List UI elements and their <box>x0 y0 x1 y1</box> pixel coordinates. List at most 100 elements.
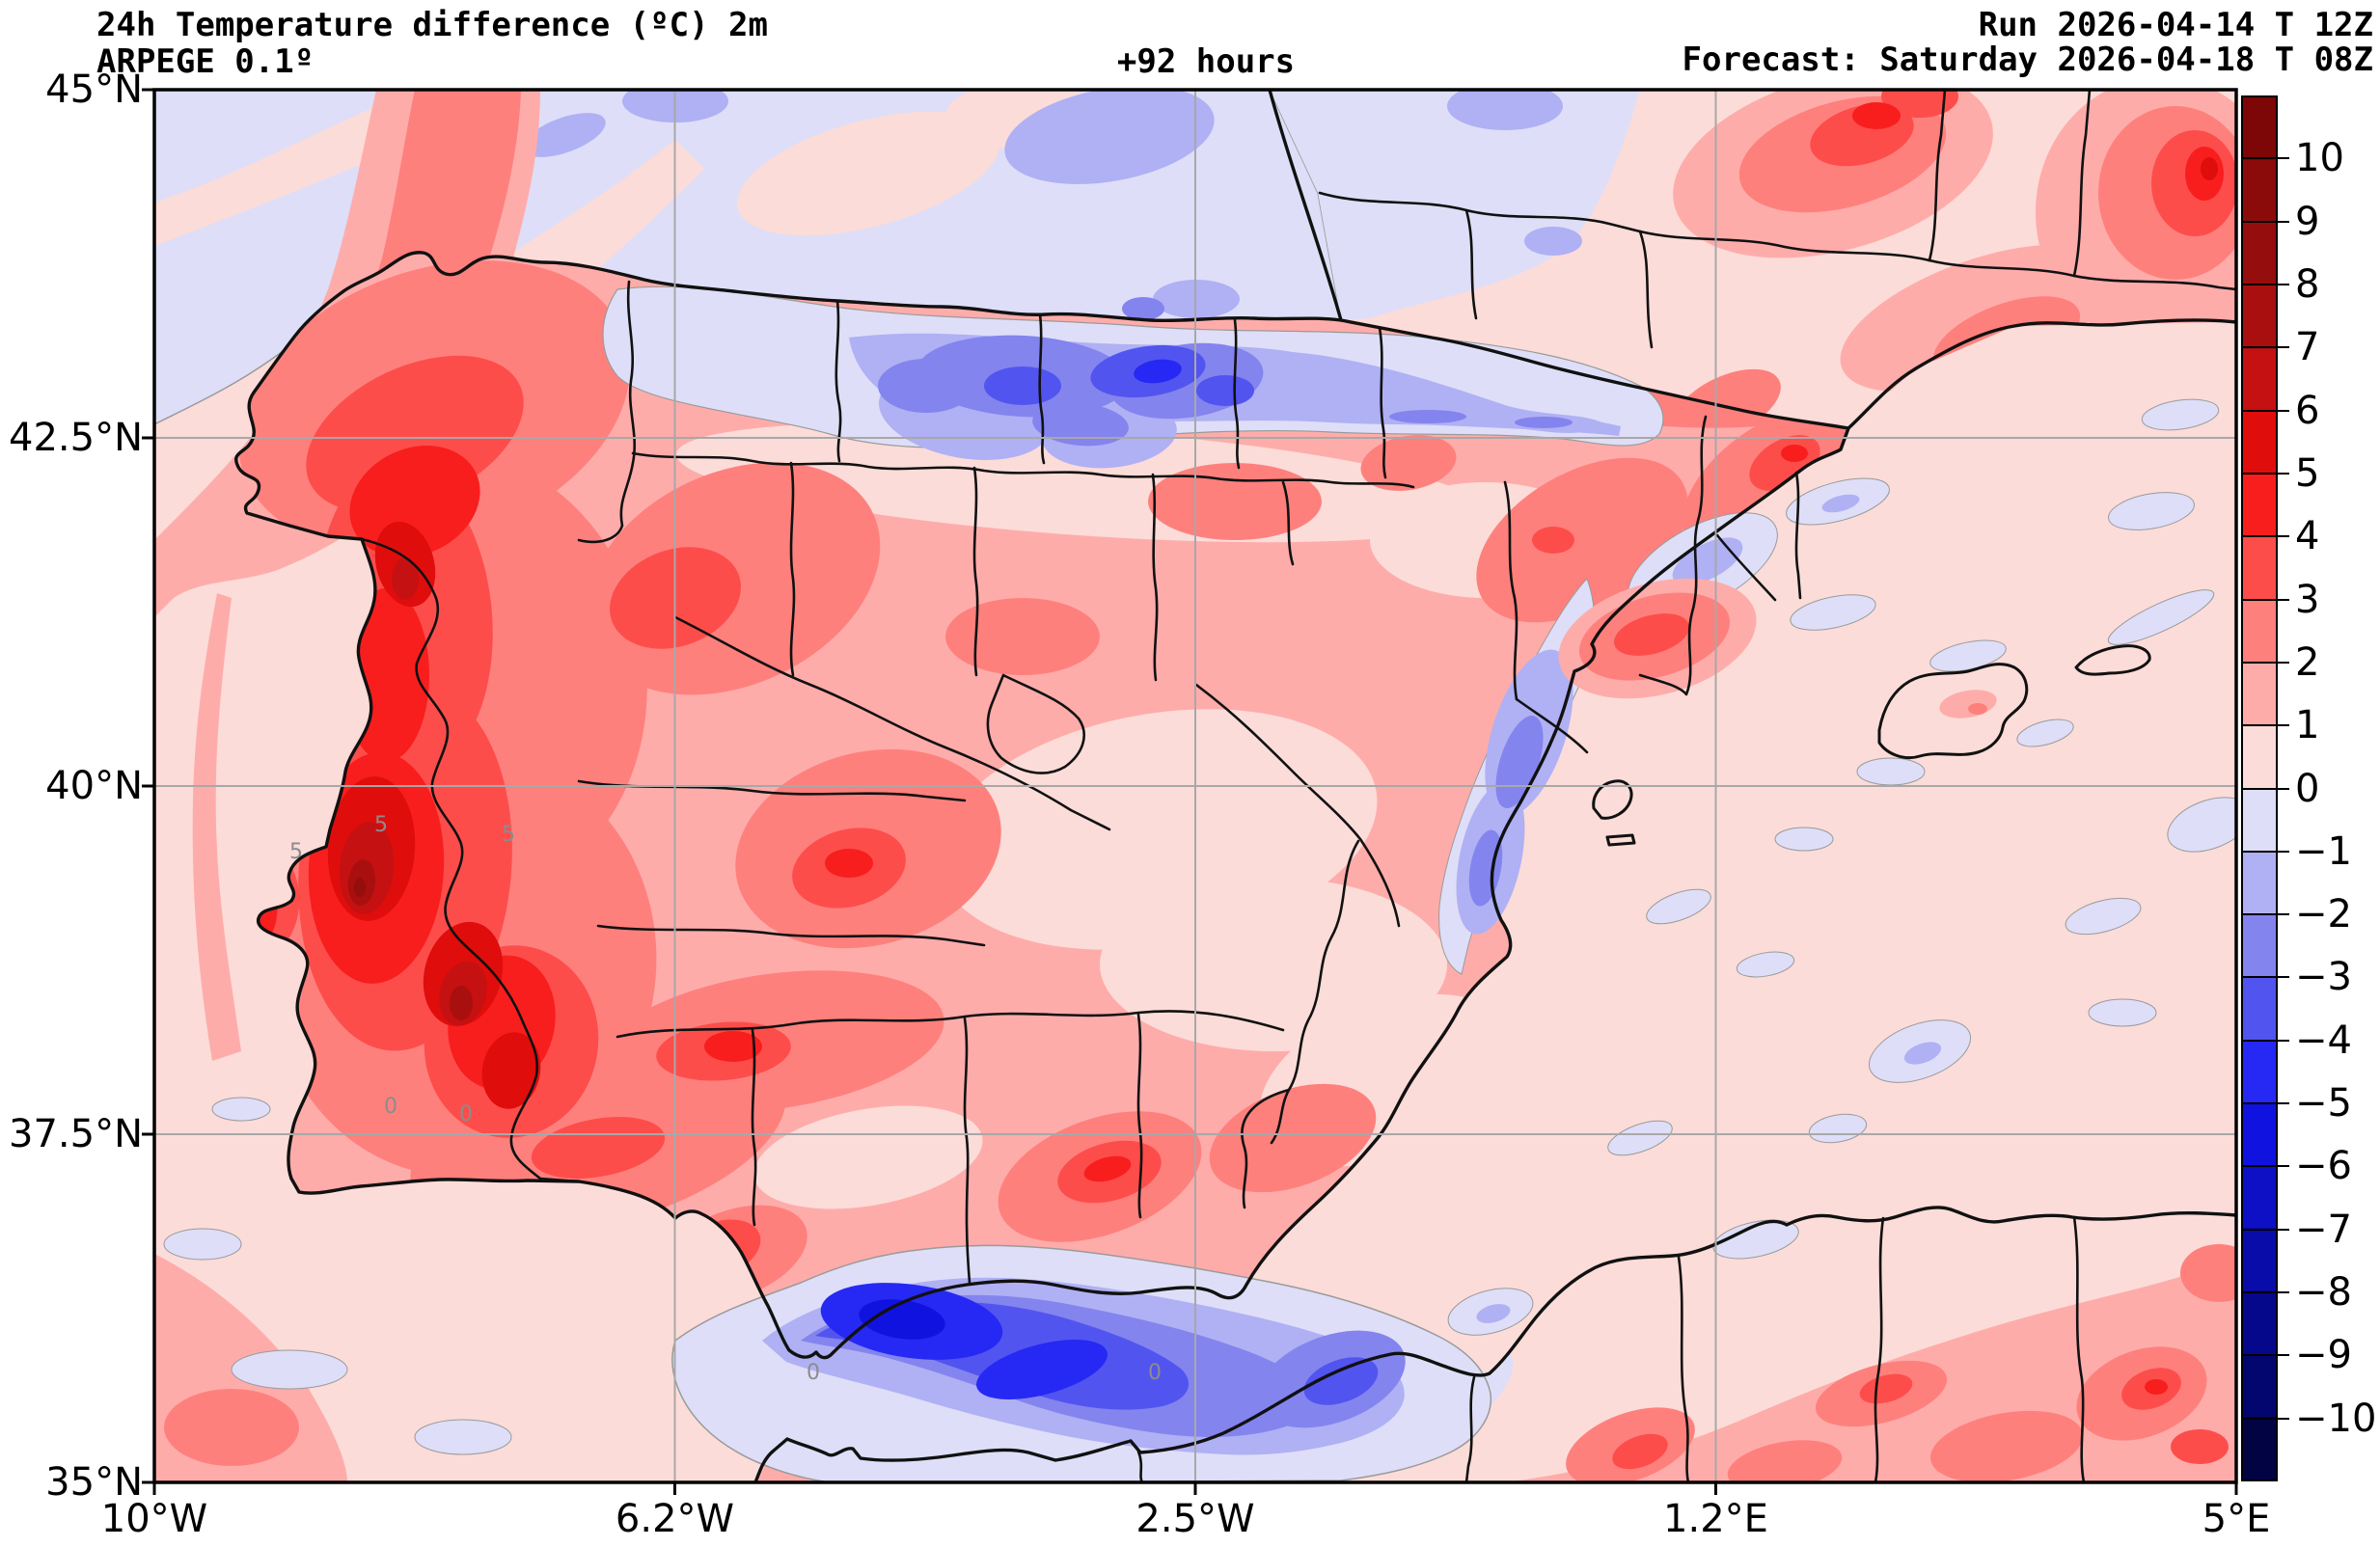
colorbar-tick-label-11: −1 <box>2295 828 2352 874</box>
y-tick-label-4: 35°N <box>45 1460 143 1505</box>
colorbar-band-11 <box>2243 788 2276 852</box>
admin-borders <box>360 90 2236 1482</box>
contour-label-1: 5 <box>289 840 303 864</box>
x-tick-label-3: 1.2°E <box>1663 1497 1768 1541</box>
colorbar-band-8 <box>2243 600 2276 664</box>
colorbar-tick-label-12: −2 <box>2295 892 2352 937</box>
colorbar-band-17 <box>2243 1165 2276 1229</box>
forecast-label: Forecast: Saturday 2026-04-18 T 08Z <box>1682 41 2373 79</box>
colorbar-band-9 <box>2243 663 2276 726</box>
contour-label-4: 0 <box>459 1102 473 1126</box>
coastlines-and-borders <box>233 90 2236 1482</box>
colorbar-tick-label-3: 7 <box>2295 325 2320 370</box>
france-atlantic-coast <box>1268 90 1343 322</box>
colorbar-tick-label-0: 10 <box>2295 136 2344 181</box>
y-tick-label-1: 42.5°N <box>9 416 143 460</box>
colorbar-band-18 <box>2243 1228 2276 1291</box>
france-med-coast <box>1847 318 2236 430</box>
contour-label-3: 0 <box>384 1095 397 1119</box>
colorbar-band-19 <box>2243 1290 2276 1354</box>
mediterranean-cool-patches <box>1447 398 2236 1336</box>
colorbar-tick-6 <box>2241 535 2289 538</box>
colorbar-tick-label-10: 0 <box>2295 766 2320 811</box>
contour-label-0: 5 <box>374 813 388 837</box>
colorbar-tick-label-9: 1 <box>2295 703 2320 748</box>
colorbar-tick-5 <box>2241 472 2289 475</box>
colorbar-tick-label-17: −7 <box>2295 1207 2352 1252</box>
colorbar-band-1 <box>2243 160 2276 224</box>
axis-tick-marks <box>142 88 2238 1495</box>
alboran-cool-pool <box>671 1244 1492 1482</box>
colorbar-tick-label-6: 4 <box>2295 514 2320 559</box>
contour-label-6: 0 <box>1148 1361 1162 1385</box>
y-tick-label-3: 37.5°N <box>9 1112 143 1156</box>
colorbar-band-12 <box>2243 851 2276 914</box>
x-tick-label-0: 10°W <box>100 1497 208 1541</box>
colorbar-tick-label-8: 2 <box>2295 639 2320 685</box>
colorbar-band-6 <box>2243 474 2276 537</box>
colorbar-tick-1 <box>2241 220 2289 223</box>
colorbar-tick-20 <box>2241 1417 2289 1420</box>
colorbar-tick-label-1: 9 <box>2295 199 2320 244</box>
colorbar-tick-label-14: −4 <box>2295 1018 2352 1063</box>
x-tick-label-1: 6.2°W <box>615 1497 735 1541</box>
colorbar-tick-11 <box>2241 850 2289 853</box>
sw-atlantic-region <box>154 1097 512 1482</box>
menorca-island <box>2074 644 2151 676</box>
colorbar-tick-3 <box>2241 346 2289 349</box>
chart-title: 24h Temperature difference (ºC) 2m <box>96 6 768 44</box>
contour-label-5: 0 <box>807 1361 820 1385</box>
lead-time-label: +92 hours <box>1116 42 1296 81</box>
colorbar-band-3 <box>2243 285 2276 349</box>
contour-label-2: 5 <box>502 823 515 847</box>
colorbar-band-20 <box>2243 1353 2276 1417</box>
colorbar-tick-16 <box>2241 1165 2289 1168</box>
colorbar-tick-14 <box>2241 1039 2289 1042</box>
mallorca-warm-core <box>1968 703 1987 715</box>
colorbar-tick-label-18: −8 <box>2295 1270 2352 1316</box>
colorbar-tick-9 <box>2241 724 2289 727</box>
contour-labels: 5 5 5 0 0 0 0 <box>289 813 1162 1385</box>
colorbar-tick-label-5: 5 <box>2295 450 2320 496</box>
north-spain-cool-band <box>602 285 1664 469</box>
colorbar-tick-label-4: 6 <box>2295 388 2320 433</box>
colorbar-tick-label-19: −9 <box>2295 1333 2352 1378</box>
sea-cool-core-2 <box>1903 1042 1942 1065</box>
x-tick-label-4: 5°E <box>2202 1497 2271 1541</box>
colorbar-tick-label-16: −6 <box>2295 1144 2352 1189</box>
colorbar-tick-7 <box>2241 598 2289 601</box>
colorbar-tick-0 <box>2241 157 2289 160</box>
colorbar-tick-label-15: −5 <box>2295 1081 2352 1126</box>
colorbar-band-10 <box>2243 725 2276 789</box>
y-tick-label-2: 40°N <box>45 764 143 808</box>
colorbar-band-13 <box>2243 913 2276 977</box>
colorbar-band-5 <box>2243 411 2276 475</box>
colorbar-band-0 <box>2243 97 2276 161</box>
model-label: ARPEGE 0.1º <box>96 42 315 81</box>
colorbar-tick-18 <box>2241 1291 2289 1294</box>
colorbar-tick-label-20: −10 <box>2295 1396 2377 1441</box>
colorbar-tick-17 <box>2241 1228 2289 1231</box>
colorbar-tick-13 <box>2241 976 2289 979</box>
formentera-island <box>1605 833 1636 847</box>
colorbar-tick-15 <box>2241 1102 2289 1105</box>
colorbar-band-4 <box>2243 348 2276 412</box>
colorbar-tick-label-7: 3 <box>2295 577 2320 622</box>
colorbar-tick-19 <box>2241 1354 2289 1357</box>
colorbar-band-15 <box>2243 1039 2276 1102</box>
sea-cool-core <box>1476 1304 1511 1323</box>
colorbar-tick-12 <box>2241 913 2289 916</box>
colorbar-tick-2 <box>2241 283 2289 285</box>
ibiza-island <box>1592 779 1633 820</box>
y-tick-label-0: 45°N <box>45 68 143 112</box>
colorbar-tick-label-2: 8 <box>2295 261 2320 307</box>
map-canvas: 5 5 5 0 0 0 0 <box>154 90 2236 1482</box>
gridlines <box>154 90 2236 1482</box>
africa-coastline <box>753 1206 2236 1482</box>
colorbar-tick-4 <box>2241 409 2289 412</box>
colorbar-band-14 <box>2243 976 2276 1040</box>
run-label: Run 2026-04-14 T 12Z <box>1978 6 2373 44</box>
africa-anomalies <box>755 1244 2236 1482</box>
